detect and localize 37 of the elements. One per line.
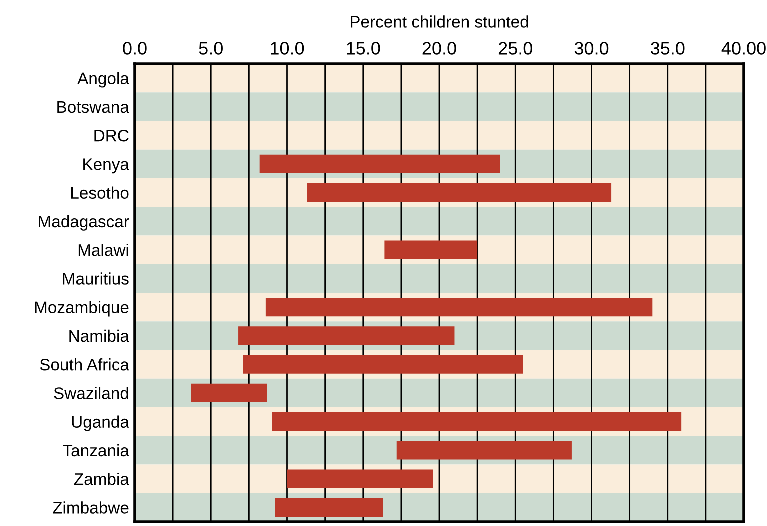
y-tick-label: Tanzania	[63, 444, 130, 457]
bar	[275, 498, 384, 517]
x-tick-label: 40.00	[722, 42, 766, 55]
x-tick-label: 30.0	[574, 42, 609, 55]
bar	[307, 184, 612, 202]
x-tick-label: 15.0	[347, 42, 380, 55]
y-tick-label: Madagascar	[39, 215, 130, 231]
bar	[260, 154, 500, 174]
y-tick-label: Uganda	[72, 416, 130, 432]
x-axis-title: Percent children stunted	[351, 16, 528, 28]
y-tick-label: Lesotho	[72, 186, 129, 200]
bar	[272, 412, 682, 432]
y-tick-label: Zambia	[74, 473, 130, 486]
x-tick-label: 5.0	[199, 42, 223, 55]
bar	[384, 240, 478, 260]
x-tick-label: 20.0	[422, 42, 456, 55]
x-tick-label: 35.0	[650, 42, 685, 55]
y-tick-label: South Africa	[40, 358, 130, 371]
y-tick-label: Malawi	[78, 244, 128, 256]
x-tick-label: 25.0	[498, 42, 532, 55]
bar	[266, 298, 653, 317]
y-tick-label: Swaziland	[54, 387, 128, 400]
y-tick-label: Zimbabwe	[53, 502, 129, 514]
x-tick-label: 0.0	[123, 42, 147, 55]
y-tick-label: Botswana	[58, 102, 130, 114]
bar	[287, 470, 434, 488]
y-tick-label: DRC	[94, 130, 129, 142]
bar	[238, 326, 455, 346]
y-tick-label: Kenya	[84, 158, 130, 174]
bar	[243, 355, 524, 374]
y-tick-label: Angola	[78, 72, 130, 88]
y-tick-label: Namibia	[70, 330, 130, 342]
x-tick-label: 10.0	[271, 42, 304, 55]
y-tick-label: Mauritius	[63, 272, 129, 285]
y-tick-label: Mozambique	[35, 301, 129, 317]
bar	[191, 384, 268, 402]
bar	[396, 441, 572, 460]
